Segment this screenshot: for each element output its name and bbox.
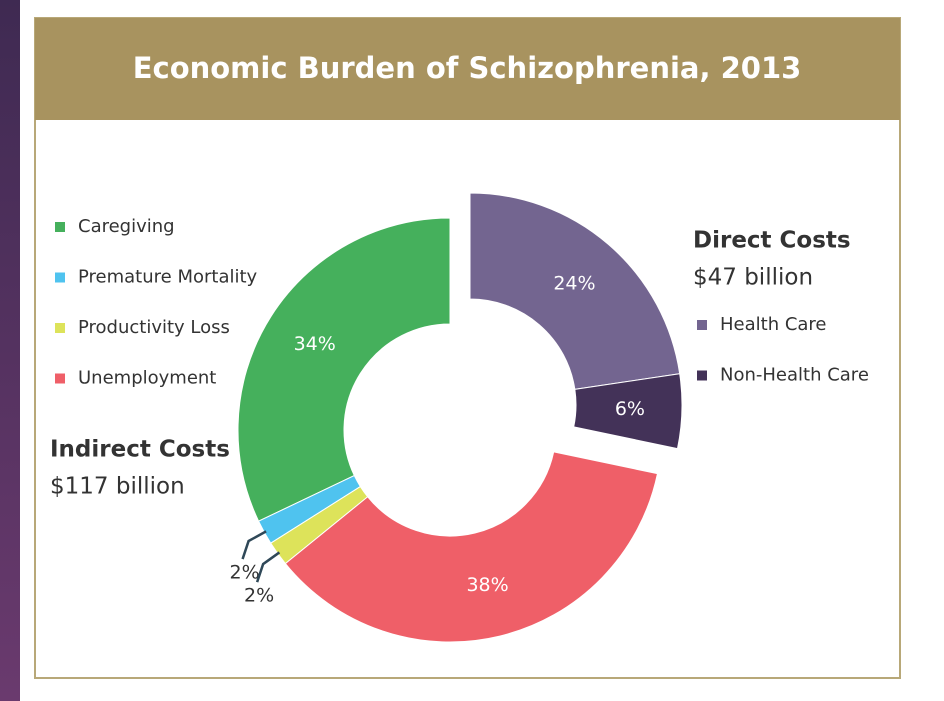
side-strip [0, 0, 20, 701]
group-total: $47 billion [693, 265, 813, 291]
data-label: 34% [294, 333, 336, 355]
legend-swatch [55, 222, 65, 232]
donut-slice [237, 217, 451, 522]
group-title: Indirect Costs [50, 437, 230, 463]
header [35, 18, 900, 120]
data-label: 2% [244, 585, 274, 607]
data-label: 6% [615, 398, 645, 420]
leader-line [255, 551, 281, 583]
group-total: $117 billion [50, 474, 185, 500]
legend-swatch [55, 272, 65, 283]
chart-title: Economic Burden of Schizophrenia, 2013 [133, 51, 802, 85]
legend-label: Premature Mortality [78, 267, 258, 288]
data-label: 38% [466, 574, 508, 596]
data-label: 2% [230, 562, 260, 584]
legend-swatch [697, 370, 707, 381]
donut-slice [257, 474, 362, 544]
leader-line [241, 530, 267, 560]
data-label: 24% [553, 272, 595, 294]
legend-label: Caregiving [78, 216, 175, 237]
donut-slice [573, 373, 683, 450]
legend-label: Unemployment [78, 368, 216, 389]
group-title: Direct Costs [693, 228, 851, 254]
donut-slice [284, 451, 659, 643]
donut-slice [469, 192, 681, 390]
legend-label: Productivity Loss [78, 317, 230, 338]
legend-swatch [55, 373, 65, 384]
donut-slice [270, 485, 369, 565]
legend-label: Non-Health Care [720, 365, 869, 386]
legend-swatch [55, 323, 65, 333]
legend-swatch [697, 320, 707, 330]
legend-label: Health Care [720, 314, 827, 335]
